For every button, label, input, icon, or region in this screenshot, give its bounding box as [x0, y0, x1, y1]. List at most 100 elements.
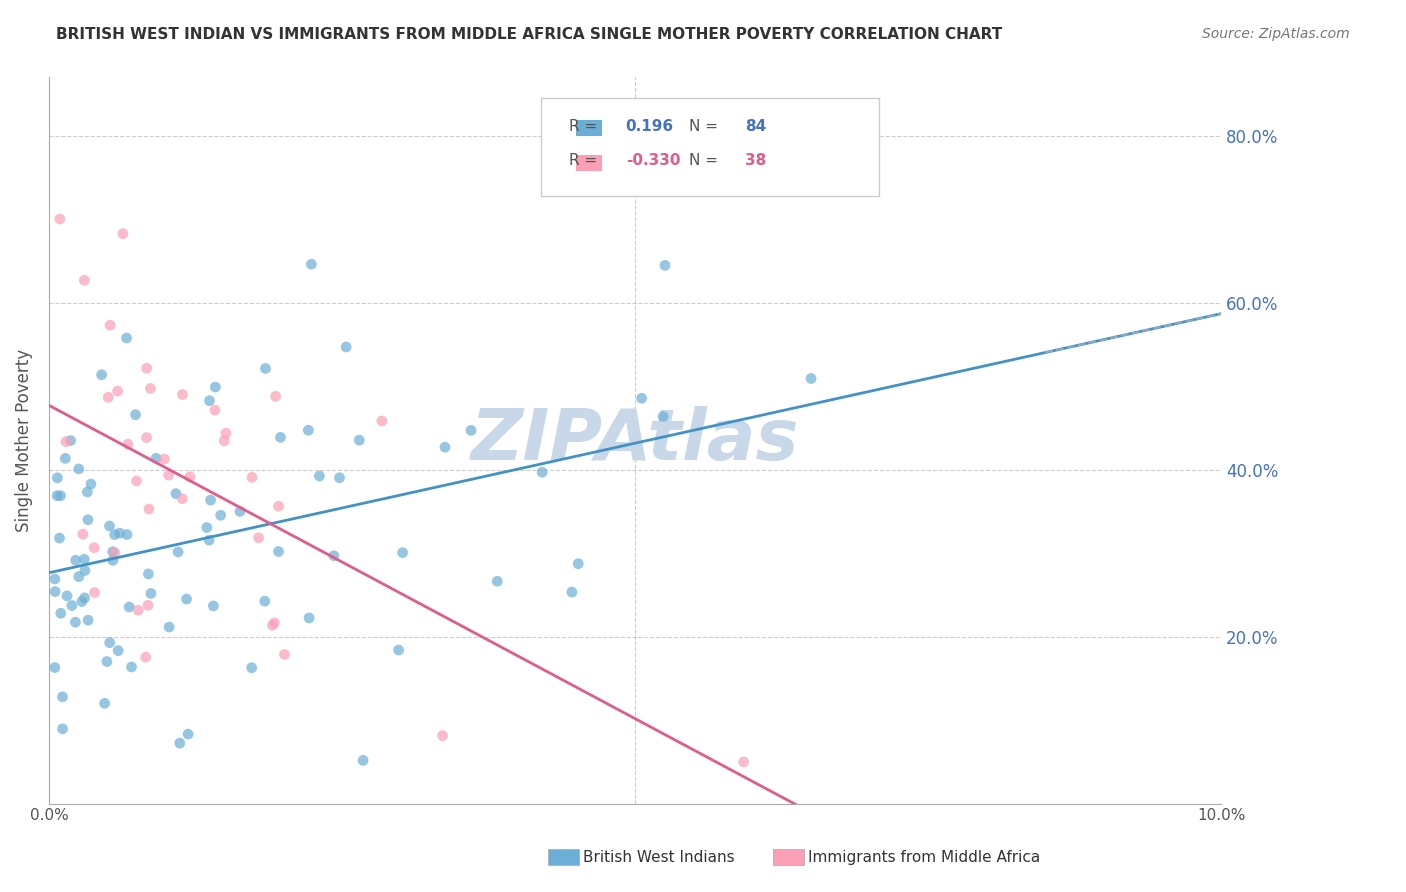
Point	[108, 526, 131, 541]
Point	[55, 434, 77, 449]
Point	[136, 599, 159, 613]
Point	[298, 611, 321, 625]
Text: 38: 38	[745, 153, 766, 168]
Point	[135, 650, 157, 665]
Point	[67, 569, 90, 583]
Point	[460, 423, 482, 437]
Point	[121, 660, 143, 674]
Text: N =: N =	[689, 120, 723, 134]
Point	[96, 655, 118, 669]
Point	[107, 384, 129, 398]
Point	[267, 544, 290, 558]
Point	[240, 470, 263, 484]
Point	[328, 471, 350, 485]
Point	[80, 477, 103, 491]
Point	[215, 426, 238, 441]
Point	[104, 527, 127, 541]
Text: 84: 84	[745, 120, 766, 134]
Point	[254, 361, 277, 376]
Point	[229, 504, 252, 518]
Point	[93, 697, 115, 711]
Point	[157, 468, 180, 483]
Point	[115, 527, 138, 541]
Text: BRITISH WEST INDIAN VS IMMIGRANTS FROM MIDDLE AFRICA SINGLE MOTHER POVERTY CORRE: BRITISH WEST INDIAN VS IMMIGRANTS FROM M…	[56, 27, 1002, 42]
Point	[198, 393, 221, 408]
Text: ZIPAtlas: ZIPAtlas	[471, 406, 800, 475]
Point	[53, 451, 76, 466]
Point	[322, 549, 344, 563]
Text: 0.196: 0.196	[626, 120, 673, 134]
Point	[177, 727, 200, 741]
Point	[195, 520, 218, 534]
Point	[107, 643, 129, 657]
Point	[153, 452, 176, 467]
Point	[65, 553, 87, 567]
Point	[263, 615, 285, 630]
Point	[172, 491, 194, 506]
Point	[117, 437, 139, 451]
Point	[169, 736, 191, 750]
Point	[247, 531, 270, 545]
Text: -0.330: -0.330	[626, 153, 681, 168]
Point	[97, 390, 120, 404]
Point	[101, 545, 124, 559]
Point	[90, 368, 112, 382]
Point	[115, 331, 138, 345]
Point	[165, 486, 187, 500]
Point	[118, 600, 141, 615]
Point	[127, 603, 149, 617]
Point	[72, 527, 94, 541]
Point	[44, 584, 66, 599]
Point	[48, 531, 70, 545]
Point	[347, 433, 370, 447]
Point	[83, 585, 105, 599]
Point	[733, 755, 755, 769]
Point	[172, 387, 194, 401]
Point	[262, 618, 284, 632]
Text: Source: ZipAtlas.com: Source: ZipAtlas.com	[1202, 27, 1350, 41]
Point	[52, 722, 75, 736]
Point	[561, 585, 583, 599]
Point	[264, 389, 287, 403]
Point	[212, 434, 235, 448]
Point	[269, 430, 291, 444]
Point	[486, 574, 509, 589]
Point	[433, 440, 456, 454]
Point	[83, 541, 105, 555]
Point	[335, 340, 357, 354]
Text: N =: N =	[689, 153, 723, 168]
Point	[51, 690, 73, 704]
Point	[308, 469, 330, 483]
Point	[73, 591, 96, 605]
Point	[104, 546, 127, 560]
Point	[73, 273, 96, 287]
Text: Immigrants from Middle Africa: Immigrants from Middle Africa	[808, 850, 1040, 864]
Point	[76, 485, 98, 500]
Point	[267, 499, 290, 513]
Point	[800, 371, 823, 385]
Point	[46, 471, 69, 485]
Point	[209, 508, 232, 523]
Point	[157, 620, 180, 634]
Point	[73, 564, 96, 578]
Point	[630, 392, 652, 406]
Point	[65, 615, 87, 630]
Point	[73, 552, 96, 566]
Point	[198, 533, 221, 548]
Point	[135, 431, 157, 445]
Point	[652, 409, 675, 424]
Point	[77, 513, 100, 527]
Text: British West Indians: British West Indians	[583, 850, 735, 864]
Point	[145, 451, 167, 466]
Point	[567, 557, 589, 571]
Point	[67, 462, 90, 476]
Point	[139, 586, 162, 600]
Point	[138, 566, 160, 581]
Point	[77, 613, 100, 627]
Point	[46, 489, 69, 503]
Point	[139, 381, 162, 395]
Point	[432, 729, 454, 743]
Point	[124, 408, 146, 422]
Point	[44, 660, 66, 674]
Point	[49, 212, 72, 227]
